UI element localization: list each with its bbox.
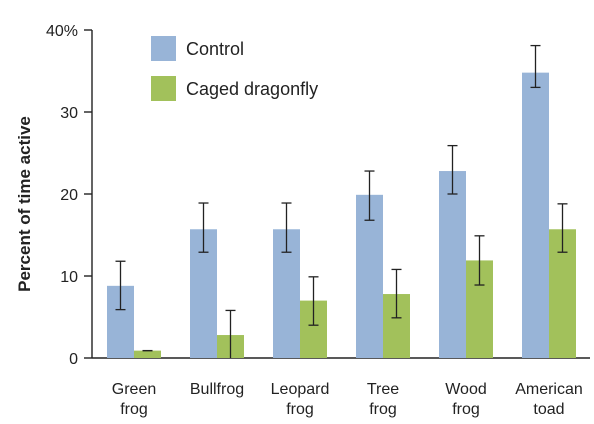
category-label-line: Tree	[367, 381, 399, 398]
category-label-line: American	[515, 381, 583, 398]
category-label-line: frog	[452, 401, 480, 418]
category-label-line: toad	[533, 401, 564, 418]
category-label: Green frog	[112, 381, 156, 418]
y-tick-label: 30	[60, 105, 78, 122]
error-bars	[115, 44, 568, 358]
category-label-line: Green	[112, 381, 156, 398]
legend-label: Caged dragonfly	[186, 79, 318, 99]
legend: Control Caged dragonfly	[151, 36, 318, 101]
category-label-line: frog	[286, 401, 314, 418]
category-label: Wood frog	[445, 381, 487, 418]
category-label-line: Wood	[445, 381, 487, 398]
category-label: Leopard frog	[271, 381, 330, 418]
bar	[522, 72, 549, 358]
bar	[356, 194, 383, 358]
category-label: Tree frog	[367, 381, 399, 418]
y-tick-label: 20	[60, 187, 78, 204]
category-label-line: frog	[369, 401, 397, 418]
bar	[439, 171, 466, 358]
bar	[134, 350, 161, 358]
y-tick-label: 0	[69, 351, 78, 368]
legend-swatch	[151, 36, 176, 61]
y-axis-title: Percent of time active	[15, 116, 34, 292]
y-tick-label: 40%	[46, 23, 78, 40]
y-axis: 0 10 20 30 40%	[46, 23, 93, 368]
category-label-line: frog	[120, 401, 148, 418]
y-tick-label: 10	[60, 269, 78, 286]
legend-label: Control	[186, 39, 244, 59]
category-label-line: Bullfrog	[190, 381, 244, 398]
legend-swatch	[151, 76, 176, 101]
category-label-line: Leopard	[271, 381, 330, 398]
category-label: American toad	[515, 381, 583, 418]
bars	[107, 72, 576, 358]
category-label: Bullfrog	[190, 381, 244, 398]
